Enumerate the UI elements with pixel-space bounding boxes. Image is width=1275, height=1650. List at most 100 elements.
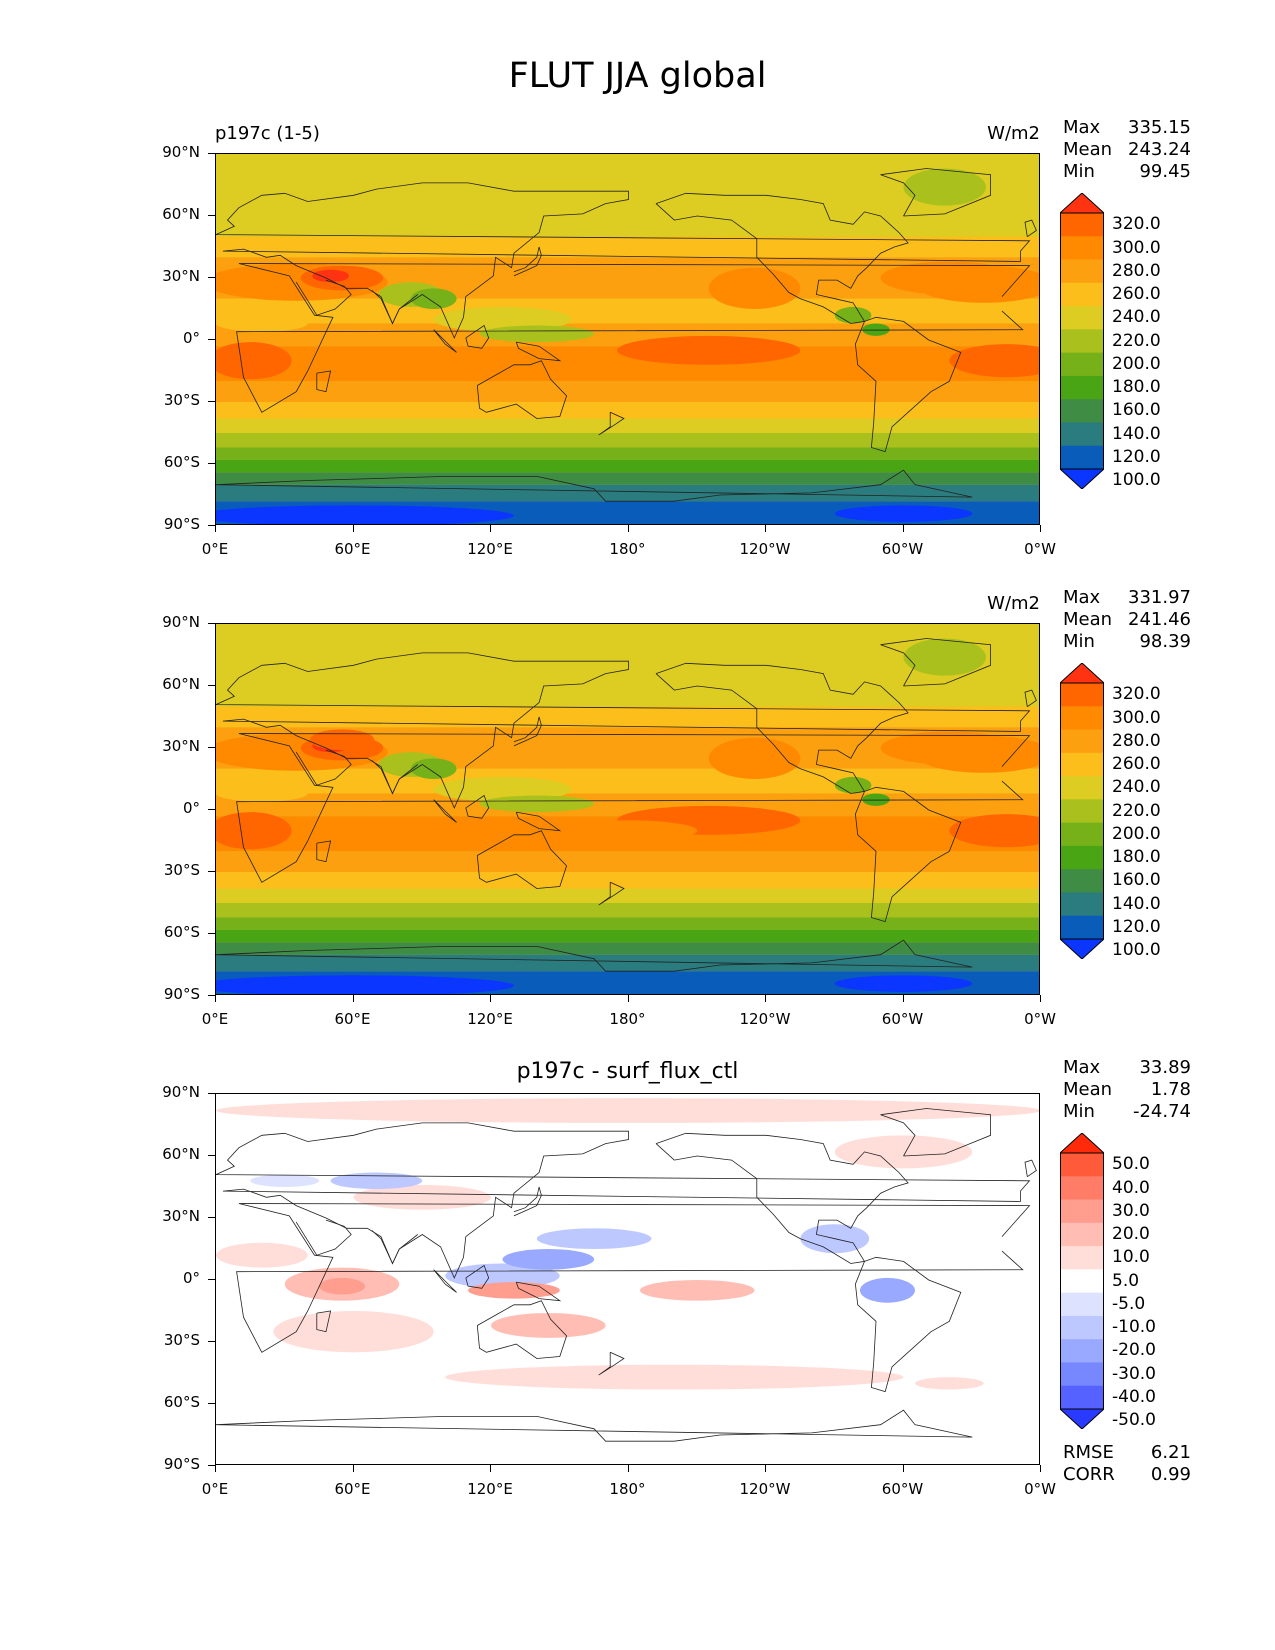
stats-row: Mean 243.24: [1063, 139, 1191, 161]
colorbar-swatch: [1060, 422, 1104, 447]
stats-value: -24.74: [1132, 1101, 1191, 1122]
ytick-label: 30°S: [163, 861, 200, 879]
colorbar-label: 220.0: [1112, 330, 1161, 351]
coastline: [316, 1310, 332, 1333]
ytick-label: 60°N: [162, 205, 200, 223]
ytick-mark: [208, 1217, 215, 1218]
stats-row: Max 33.89: [1063, 1057, 1191, 1079]
coastline: [854, 786, 962, 923]
contour-region: [445, 1364, 904, 1390]
colorbar-swatch: [1060, 845, 1104, 870]
contour-band: [216, 872, 1039, 889]
xtick-mark: [1040, 995, 1041, 1002]
colorbar-swatch: [1060, 259, 1104, 284]
coastline: [236, 263, 1031, 413]
colorbar-label: -5.0: [1112, 1293, 1146, 1314]
xtick-label: 0°E: [201, 1480, 229, 1498]
ytick-label: 60°S: [163, 453, 200, 471]
stats-row: Min -24.74: [1063, 1101, 1191, 1123]
map-area: [215, 153, 1040, 525]
colorbar-swatch: [1060, 375, 1104, 400]
metrics-row: RMSE 6.21: [1063, 1442, 1191, 1464]
coastline: [433, 329, 457, 353]
xtick-mark: [902, 1465, 904, 1472]
colorbar-label: 100.0: [1112, 940, 1161, 961]
ytick-label: 30°N: [162, 1207, 200, 1225]
colorbar-swatch: [1060, 1246, 1104, 1270]
ytick-label: 60°N: [162, 675, 200, 693]
stats-value: 335.15: [1128, 117, 1191, 138]
coastline: [465, 324, 490, 349]
ytick-mark: [208, 215, 215, 216]
contour-region: [445, 1263, 560, 1289]
colorbar-label: 160.0: [1112, 400, 1161, 421]
colorbar-label: 140.0: [1112, 893, 1161, 914]
coastline: [598, 411, 625, 436]
xtick-mark: [902, 525, 904, 532]
coastline: [295, 1219, 352, 1256]
colorbar-label: 260.0: [1112, 754, 1161, 775]
map-area: [215, 623, 1040, 995]
stats-value: 1.78: [1150, 1079, 1191, 1100]
coastline: [465, 794, 490, 819]
coastline: [515, 811, 562, 832]
colorbar-swatch: [1060, 352, 1104, 377]
stats-label: Min: [1063, 631, 1095, 652]
colorbar-label: 280.0: [1112, 260, 1161, 281]
contour-region: [410, 758, 457, 779]
coastline: [433, 799, 457, 823]
metrics-box: RMSE 6.21 CORR 0.99: [1063, 1442, 1191, 1486]
xtick-label: 120°E: [467, 540, 513, 558]
colorbar-label: -50.0: [1112, 1410, 1156, 1431]
colorbar-swatch: [1060, 399, 1104, 423]
colorbar-extend-bottom: [1060, 468, 1104, 489]
contour-region: [312, 269, 349, 283]
contour-region: [859, 1277, 915, 1303]
stats-row: Min 99.45: [1063, 161, 1191, 183]
contour-band: [216, 484, 1039, 502]
xtick-label: 180°: [609, 540, 646, 558]
ytick-mark: [208, 525, 215, 526]
colorbar-swatch: [1060, 1362, 1104, 1387]
stats-value: 241.46: [1128, 609, 1191, 630]
colorbar-swatch: [1060, 1176, 1104, 1201]
ytick-label: 90°S: [163, 515, 200, 533]
coastline: [465, 1264, 490, 1289]
contour-region: [502, 1249, 595, 1270]
ytick-mark: [208, 685, 215, 686]
metrics-row: CORR 0.99: [1063, 1464, 1191, 1486]
contour-region: [617, 335, 801, 365]
contour-region: [914, 1377, 984, 1390]
ytick-label: 0°: [182, 799, 200, 817]
coastline: [216, 469, 973, 502]
contour-region: [273, 1311, 434, 1353]
contour-region: [479, 795, 595, 813]
contour-band: [216, 298, 1039, 324]
colorbar-extend-top: [1060, 1133, 1104, 1154]
contour-region: [834, 505, 973, 522]
ytick-mark: [208, 747, 215, 748]
ytick-mark: [208, 339, 215, 340]
coastline: [880, 1108, 991, 1157]
coastline: [880, 638, 991, 687]
colorbar-label: 300.0: [1112, 707, 1161, 728]
stats-row: Mean 1.78: [1063, 1079, 1191, 1101]
contour-band: [216, 381, 1039, 402]
colorbar-outline: [1060, 212, 1104, 470]
ytick-mark: [208, 995, 215, 996]
xtick-mark: [1040, 1465, 1041, 1472]
colorbar-swatch: [1060, 729, 1104, 754]
colorbar-swatch: [1060, 1292, 1104, 1317]
stats-row: Mean 241.46: [1063, 609, 1191, 631]
xtick-mark: [215, 1465, 216, 1472]
colorbar-label: 220.0: [1112, 800, 1161, 821]
contour-region: [309, 729, 375, 751]
contour-band: [216, 917, 1039, 930]
contour-region: [216, 785, 308, 802]
coastline: [295, 749, 352, 786]
map-panel-test: p197c (1-5) W/m2 90°N 60°N 30°N 0° 30°S 60°S 90°…: [0, 115, 1275, 595]
colorbar-label: 260.0: [1112, 284, 1161, 305]
coastline: [598, 1351, 625, 1376]
colorbar-label: 40.0: [1112, 1177, 1150, 1198]
xtick-label: 120°E: [467, 1480, 513, 1498]
